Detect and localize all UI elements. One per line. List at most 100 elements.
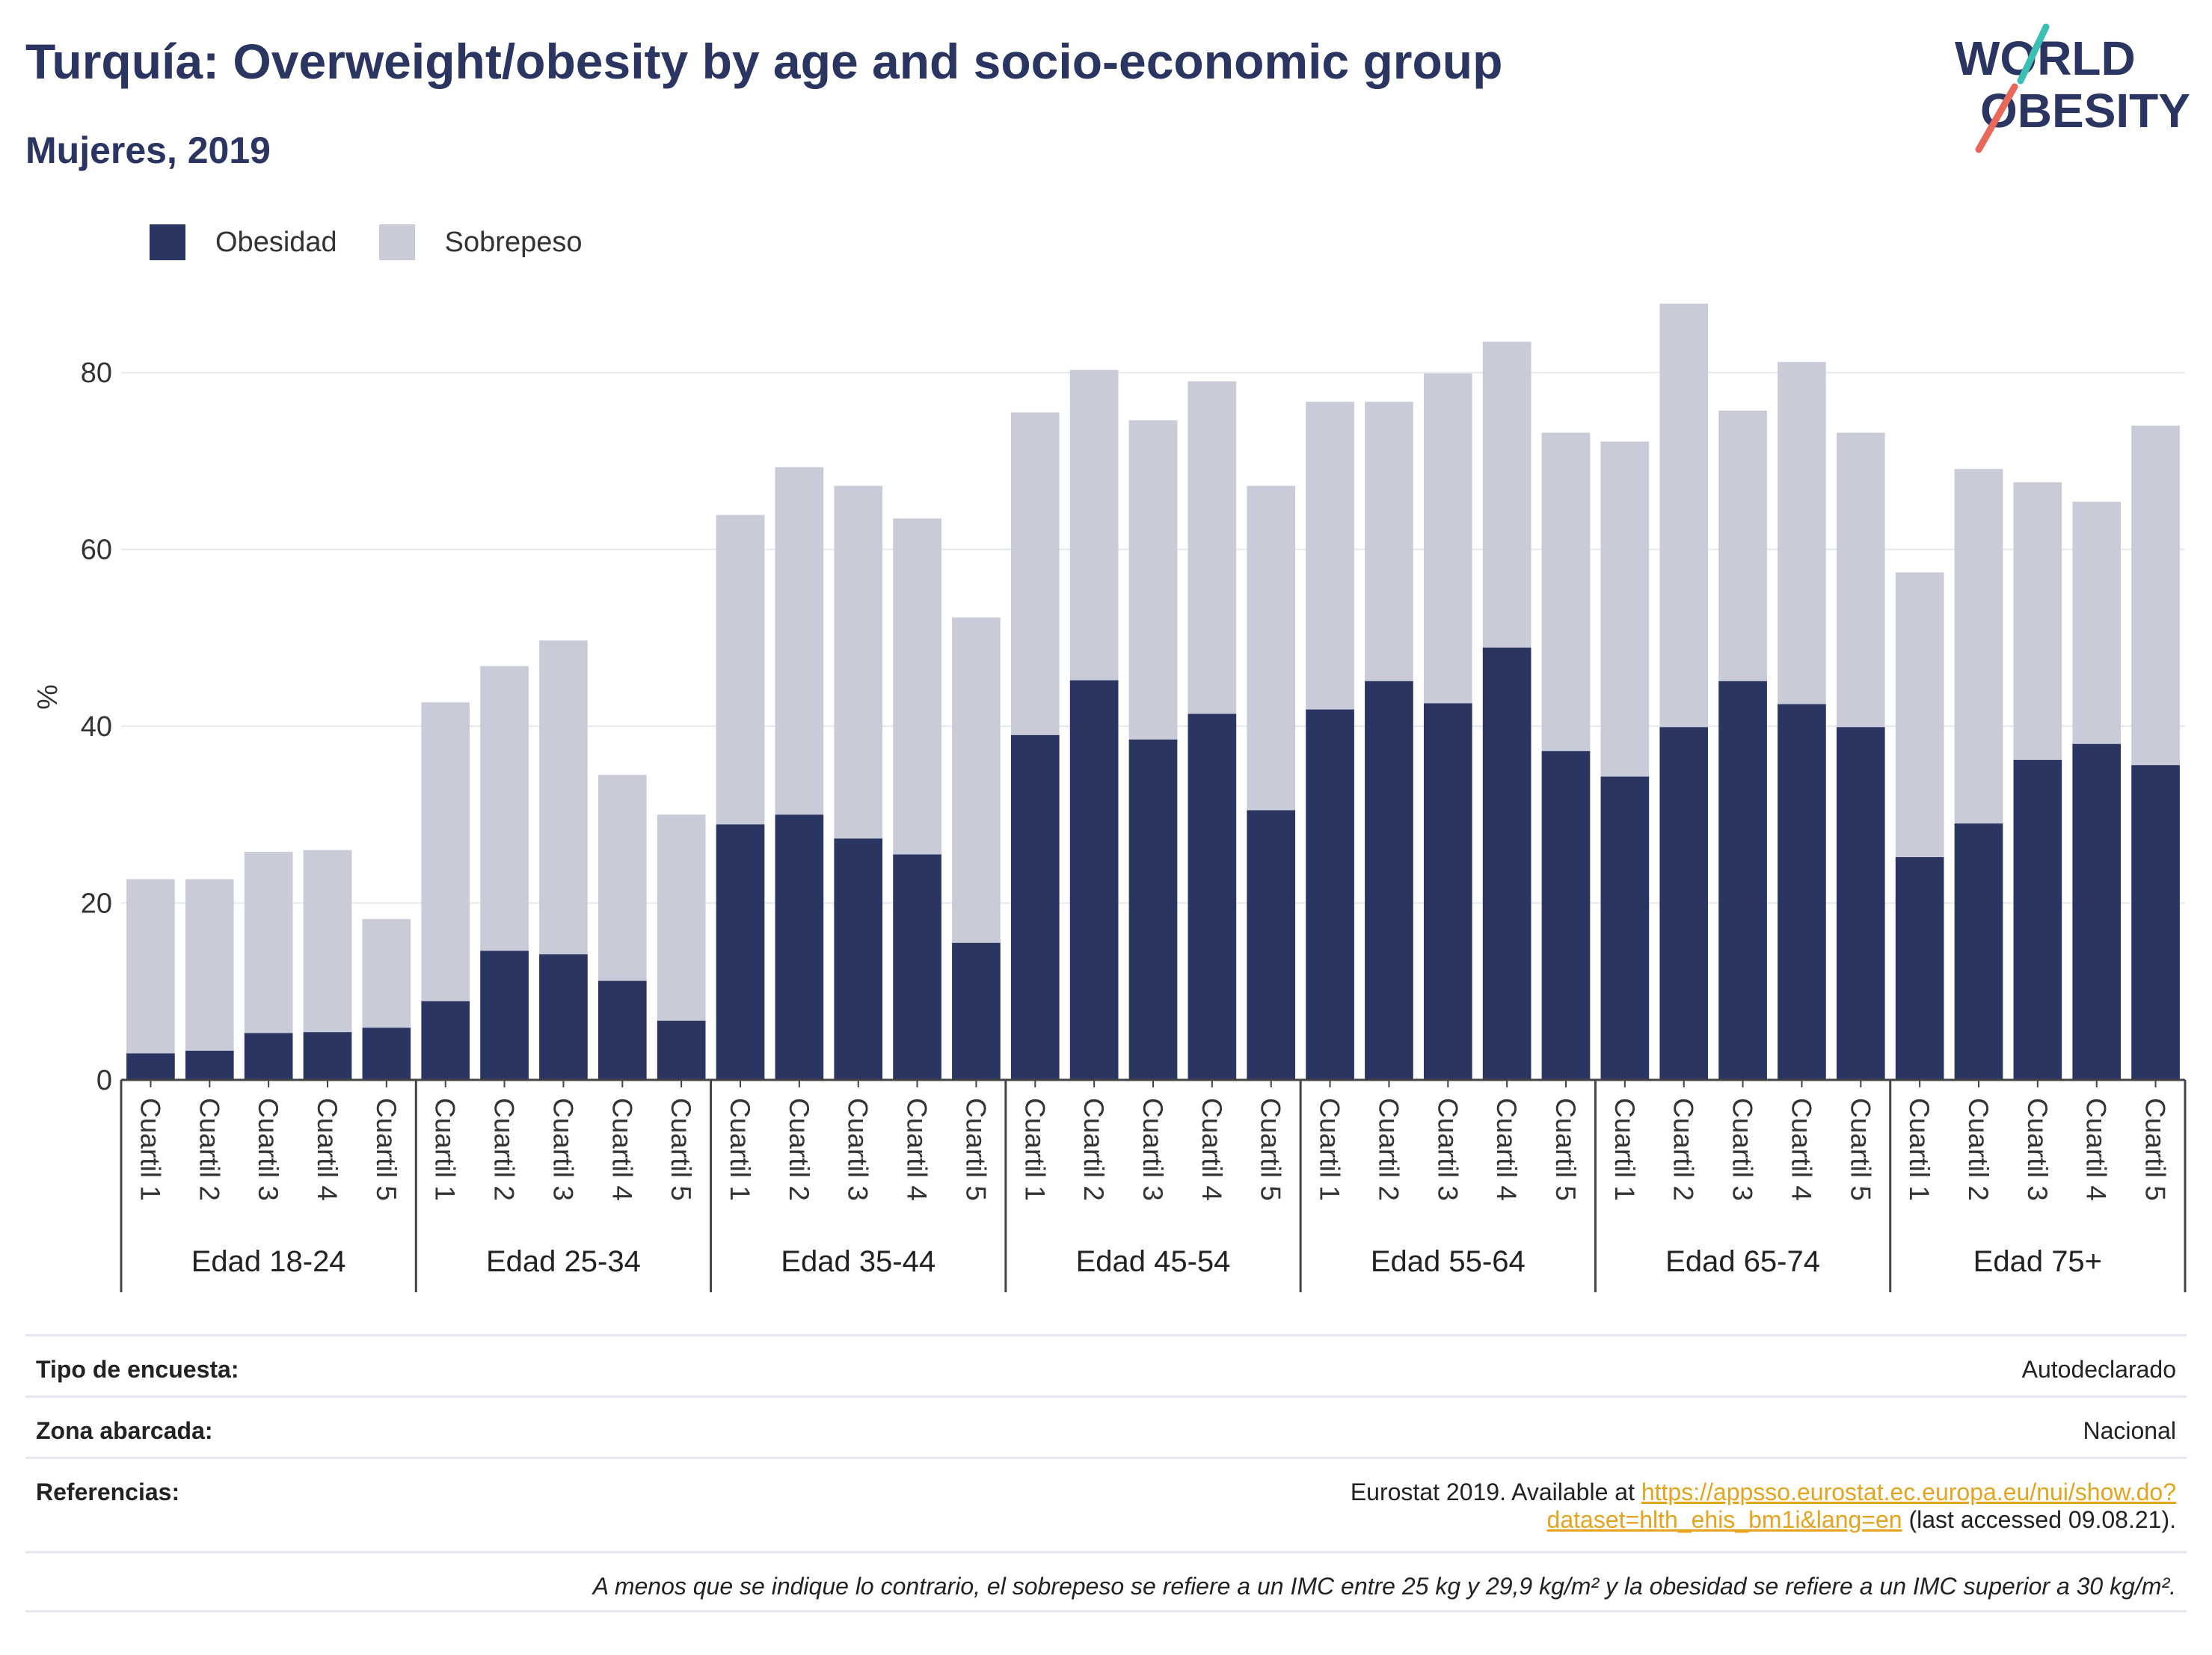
- bar-obesidad[interactable]: [1600, 776, 1650, 1080]
- bar-sobrepeso[interactable]: [1482, 341, 1531, 648]
- axes: [120, 1078, 2187, 1292]
- bar-sobrepeso[interactable]: [1306, 402, 1354, 710]
- x-tick-label: Cuartil 1: [1019, 1098, 1050, 1201]
- bar-sobrepeso[interactable]: [657, 814, 706, 1021]
- bar-obesidad[interactable]: [1069, 680, 1119, 1080]
- bar-obesidad[interactable]: [421, 1001, 470, 1080]
- legend-label-sobrepeso: Sobrepeso: [444, 226, 583, 258]
- y-tick-label: 20: [81, 888, 112, 920]
- bar-obesidad[interactable]: [1836, 727, 1885, 1080]
- info-row-area: Zona abarcada: Nacional: [25, 1395, 2187, 1457]
- bar-obesidad[interactable]: [480, 951, 529, 1080]
- bar-sobrepeso[interactable]: [1541, 432, 1591, 752]
- bar-obesidad[interactable]: [1423, 703, 1472, 1080]
- legend-item-obesidad[interactable]: Obesidad: [150, 224, 337, 260]
- bar-obesidad[interactable]: [362, 1028, 411, 1080]
- bar-obesidad[interactable]: [1128, 739, 1178, 1080]
- bar-obesidad[interactable]: [2013, 760, 2062, 1080]
- bar-obesidad[interactable]: [1778, 704, 1826, 1080]
- bar-obesidad[interactable]: [1895, 857, 1944, 1080]
- bar-obesidad[interactable]: [1365, 681, 1413, 1080]
- x-tick-label: Cuartil 3: [1727, 1098, 1758, 1201]
- bar-obesidad[interactable]: [952, 942, 1001, 1080]
- group-label: Edad 45-54: [1076, 1245, 1231, 1278]
- chart-legend: Obesidad Sobrepeso: [150, 221, 624, 263]
- bar-sobrepeso[interactable]: [1718, 411, 1767, 681]
- survey-type-value: Autodeclarado: [2021, 1356, 2176, 1383]
- bar-obesidad[interactable]: [1188, 713, 1237, 1080]
- bar-sobrepeso[interactable]: [1188, 381, 1237, 714]
- bar-sobrepeso[interactable]: [126, 879, 175, 1054]
- bar-obesidad[interactable]: [775, 814, 824, 1080]
- bar-sobrepeso[interactable]: [244, 851, 293, 1034]
- y-axis-title: %: [32, 684, 64, 710]
- bar-sobrepeso[interactable]: [893, 518, 941, 855]
- bar-sobrepeso[interactable]: [1128, 420, 1178, 740]
- bar-sobrepeso[interactable]: [1659, 304, 1709, 728]
- group-label: Edad 75+: [1973, 1245, 2102, 1278]
- x-tick-label: Cuartil 1: [1904, 1098, 1935, 1201]
- x-tick-label: Cuartil 5: [1256, 1098, 1286, 1201]
- bar-obesidad[interactable]: [1541, 751, 1591, 1080]
- bar-obesidad[interactable]: [2131, 765, 2180, 1080]
- x-tick-label: Cuartil 3: [253, 1098, 283, 1201]
- bar-sobrepeso[interactable]: [480, 666, 529, 951]
- bar-obesidad[interactable]: [1659, 727, 1709, 1080]
- bar-obesidad[interactable]: [1482, 647, 1531, 1080]
- bar-obesidad[interactable]: [185, 1050, 234, 1080]
- bar-obesidad[interactable]: [1010, 734, 1060, 1080]
- bar-obesidad[interactable]: [893, 854, 941, 1080]
- bar-sobrepeso[interactable]: [1836, 432, 1885, 728]
- bar-sobrepeso[interactable]: [1069, 369, 1119, 681]
- info-row-footnote: A menos que se indique lo contrario, el …: [25, 1551, 2187, 1612]
- x-tick-label: Cuartil 3: [547, 1098, 578, 1201]
- legend-item-sobrepeso[interactable]: Sobrepeso: [378, 224, 583, 260]
- bar-sobrepeso[interactable]: [1365, 402, 1413, 681]
- bar-sobrepeso[interactable]: [716, 515, 765, 825]
- bar-obesidad[interactable]: [244, 1033, 293, 1080]
- bar-sobrepeso[interactable]: [362, 918, 411, 1028]
- bar-obesidad[interactable]: [716, 824, 765, 1080]
- bar-sobrepeso[interactable]: [775, 467, 824, 815]
- bar-sobrepeso[interactable]: [2072, 501, 2122, 744]
- bar-obesidad[interactable]: [303, 1032, 352, 1080]
- bar-sobrepeso[interactable]: [834, 485, 883, 839]
- bar-obesidad[interactable]: [1247, 810, 1296, 1080]
- stacked-bar-chart: 0 20 40 60 80% Cuartil 1 Cuartil 2 Cuartil 3 Cua…: [32, 304, 2187, 1292]
- bar-sobrepeso[interactable]: [2131, 426, 2180, 766]
- bar-obesidad[interactable]: [1306, 709, 1354, 1080]
- reference-link[interactable]: https://appsso.eurostat.ec.europa.eu/nui…: [1546, 1479, 2176, 1533]
- bar-obesidad[interactable]: [657, 1020, 706, 1080]
- bar-obesidad[interactable]: [1718, 681, 1767, 1080]
- bar-obesidad[interactable]: [834, 838, 883, 1080]
- bar-sobrepeso[interactable]: [539, 640, 588, 955]
- bar-obesidad[interactable]: [597, 980, 647, 1080]
- bar-obesidad[interactable]: [2072, 743, 2122, 1080]
- bar-sobrepeso[interactable]: [952, 617, 1001, 943]
- references-value: Eurostat 2019. Available at https://apps…: [1010, 1479, 2176, 1534]
- info-row-survey: Tipo de encuesta: Autodeclarado: [25, 1334, 2187, 1395]
- y-tick-label: 40: [81, 711, 112, 743]
- bar-sobrepeso[interactable]: [185, 879, 234, 1051]
- bar-obesidad[interactable]: [126, 1053, 175, 1080]
- group-label: Edad 25-34: [486, 1245, 641, 1278]
- bar-sobrepeso[interactable]: [1778, 362, 1826, 704]
- x-tick-label: Cuartil 1: [1315, 1098, 1345, 1201]
- bar-sobrepeso[interactable]: [303, 850, 352, 1033]
- bar-sobrepeso[interactable]: [1010, 412, 1060, 735]
- x-tick-label: Cuartil 3: [1137, 1098, 1168, 1201]
- bar-obesidad[interactable]: [1954, 823, 2003, 1080]
- x-tick-label: Cuartil 4: [902, 1098, 933, 1201]
- bar-sobrepeso[interactable]: [1895, 572, 1944, 858]
- bar-obesidad[interactable]: [539, 954, 588, 1080]
- bar-sobrepeso[interactable]: [421, 702, 470, 1001]
- bar-sobrepeso[interactable]: [1954, 469, 2003, 824]
- chart-subtitle: Mujeres, 2019: [25, 129, 271, 171]
- bar-sobrepeso[interactable]: [2013, 482, 2062, 761]
- x-tick-label: Cuartil 3: [1432, 1098, 1463, 1201]
- x-tick-label: Cuartil 3: [2022, 1098, 2053, 1201]
- bar-sobrepeso[interactable]: [597, 775, 647, 981]
- bar-sobrepeso[interactable]: [1423, 373, 1472, 704]
- bar-sobrepeso[interactable]: [1247, 485, 1296, 811]
- bar-sobrepeso[interactable]: [1600, 441, 1650, 777]
